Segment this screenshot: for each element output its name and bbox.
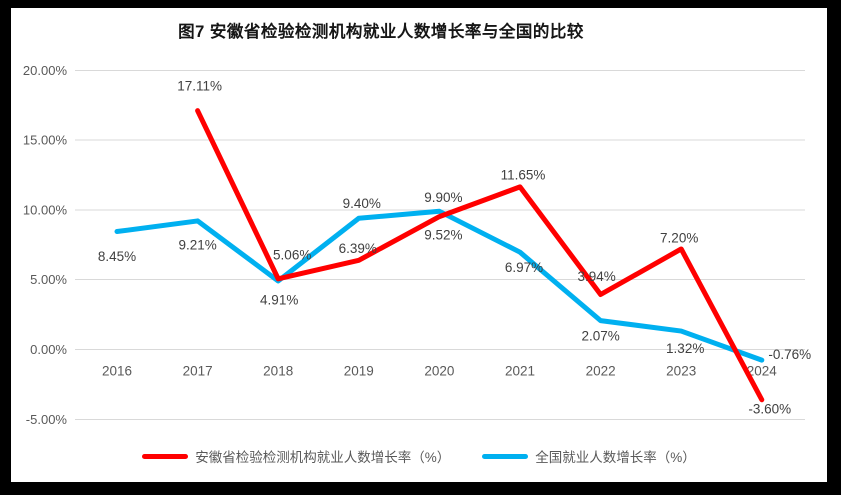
- line-chart-plot: 20.00% 15.00% 10.00% 5.00% 0.00% -5.00% 2016 20…: [23, 63, 811, 427]
- data-label: 9.21%: [178, 238, 216, 253]
- data-label: -0.76%: [768, 347, 811, 362]
- data-label: -3.60%: [748, 401, 791, 416]
- chart-canvas: 图7 安徽省检验检测机构就业人数增长率与全国的比较 20.00% 15.00% 10…: [11, 8, 827, 482]
- y-tick-label: 15.00%: [23, 133, 68, 148]
- legend-item-national: 全国就业人数增长率（%）: [482, 446, 696, 466]
- data-label: 4.91%: [260, 293, 298, 308]
- legend-label-anhui: 安徽省检验检测机构就业人数增长率（%）: [195, 450, 451, 465]
- data-label: 2.07%: [581, 328, 619, 343]
- y-tick-label: 20.00%: [23, 63, 68, 78]
- data-label: 6.39%: [339, 241, 377, 256]
- data-label: 9.40%: [343, 196, 381, 211]
- data-label: 11.65%: [501, 168, 546, 183]
- data-label: 9.90%: [424, 190, 462, 205]
- y-tick-label: 10.00%: [23, 202, 68, 217]
- chart-legend: 安徽省检验检测机构就业人数增长率（%） 全国就业人数增长率（%）: [11, 446, 827, 466]
- x-tick-label: 2020: [424, 364, 454, 379]
- x-tick-label: 2016: [102, 364, 132, 379]
- legend-item-anhui: 安徽省检验检测机构就业人数增长率（%）: [142, 446, 450, 466]
- y-tick-label: 5.00%: [30, 272, 67, 287]
- x-tick-label: 2024: [747, 364, 778, 379]
- legend-line-swatch-anhui: [142, 453, 189, 459]
- data-label: 1.32%: [666, 341, 704, 356]
- legend-line-swatch-national: [482, 453, 529, 459]
- x-tick-label: 2019: [344, 364, 374, 379]
- x-tick-label: 2018: [263, 364, 293, 379]
- chart-title: 图7 安徽省检验检测机构就业人数增长率与全国的比较: [178, 23, 584, 41]
- data-label: 3.94%: [577, 269, 615, 284]
- x-tick-label: 2023: [666, 364, 696, 379]
- data-label: 5.06%: [273, 248, 311, 263]
- y-tick-label: 0.00%: [30, 342, 67, 357]
- data-label: 9.52%: [424, 227, 462, 242]
- series-line: [114, 208, 765, 363]
- series-line: [195, 108, 765, 403]
- x-tick-label: 2022: [586, 364, 616, 379]
- legend-label-national: 全国就业人数增长率（%）: [535, 450, 696, 465]
- x-tick-label: 2021: [505, 364, 535, 379]
- data-label: 6.97%: [505, 260, 543, 275]
- y-tick-label: -5.00%: [26, 412, 68, 427]
- data-label: 17.11%: [177, 78, 222, 93]
- data-label: 7.20%: [660, 231, 698, 246]
- x-tick-label: 2017: [183, 364, 213, 379]
- data-label: 8.45%: [98, 249, 136, 264]
